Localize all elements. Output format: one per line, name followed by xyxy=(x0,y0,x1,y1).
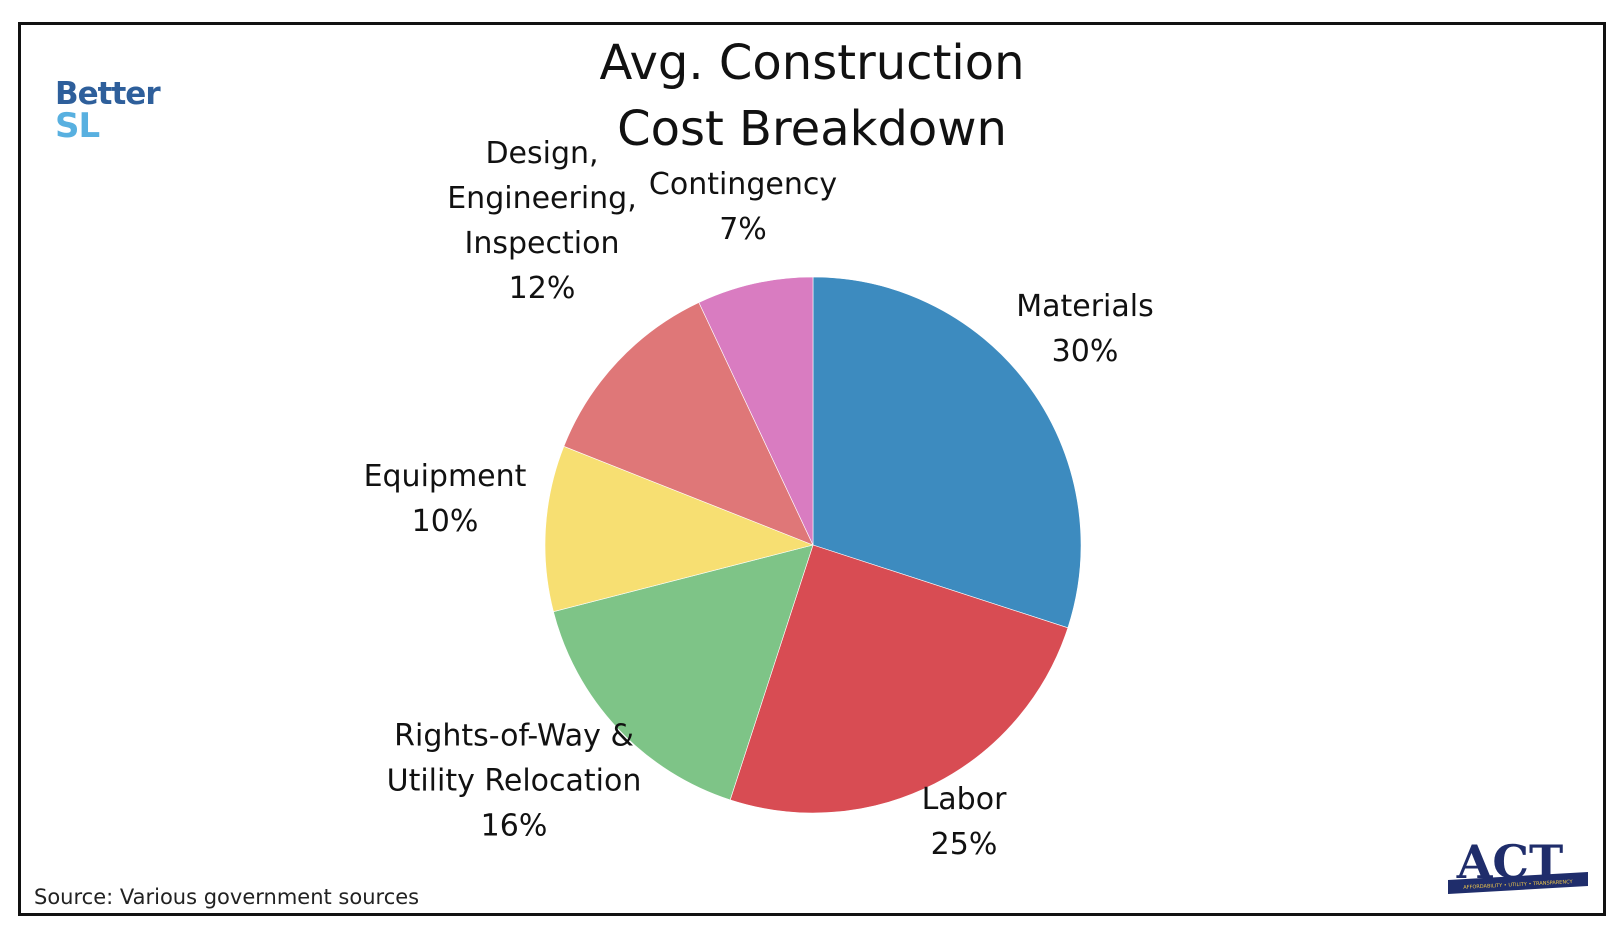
chart-title: Avg. Construction Cost Breakdown xyxy=(0,30,1624,162)
slice-label-0: Materials 30% xyxy=(1016,289,1154,369)
better-sl-logo: Better SL xyxy=(55,76,161,146)
slice-name-label: Utility Relocation xyxy=(387,764,642,799)
slice-label-3: Equipment 10% xyxy=(364,459,527,539)
source-note: Source: Various government sources xyxy=(34,885,420,909)
slice-name-label: Rights-of-Way & xyxy=(394,719,634,754)
slice-name-label: Inspection xyxy=(465,226,620,261)
pie-slice-3 xyxy=(544,445,814,613)
slice-name-label: Materials xyxy=(1016,289,1154,324)
pie-slice-5 xyxy=(698,276,814,546)
slice-value-label: 12% xyxy=(509,271,576,306)
act-logo: ACT AFFORDABILITY • UTILITY • TRANSPAREN… xyxy=(1448,836,1588,894)
chart-title-line-2: Cost Breakdown xyxy=(617,101,1007,157)
pie-slice-2 xyxy=(553,544,814,801)
slice-value-label: 10% xyxy=(412,504,479,539)
slice-name-label: Labor xyxy=(922,782,1007,817)
slice-label-2: Rights-of-Way & Utility Relocation 16% xyxy=(387,719,642,844)
chart-title-line-1: Avg. Construction xyxy=(599,35,1025,91)
slice-value-label: 16% xyxy=(481,809,548,844)
slice-name-label: Contingency xyxy=(649,167,837,202)
slice-value-label: 7% xyxy=(719,212,767,247)
slice-name-label: Engineering, xyxy=(447,181,637,216)
act-logo-banner-text: AFFORDABILITY • UTILITY • TRANSPARENCY xyxy=(1463,879,1574,891)
slice-value-label: 30% xyxy=(1052,334,1119,369)
logo-text-better: Better xyxy=(55,76,161,112)
slice-value-label: 25% xyxy=(931,827,998,862)
slice-name-label: Design, xyxy=(485,136,598,171)
slice-label-4: Design, Engineering, Inspection 12% xyxy=(447,136,637,306)
pie-slice-0 xyxy=(812,276,1082,629)
act-logo-banner xyxy=(1448,872,1588,894)
slice-name-label: Equipment xyxy=(364,459,527,494)
slice-label-5: Contingency 7% xyxy=(649,167,837,247)
pie-slice-1 xyxy=(729,544,1069,814)
slice-label-1: Labor 25% xyxy=(922,782,1007,862)
pie-slice-4 xyxy=(563,302,814,546)
logo-text-sl: SL xyxy=(55,106,100,146)
